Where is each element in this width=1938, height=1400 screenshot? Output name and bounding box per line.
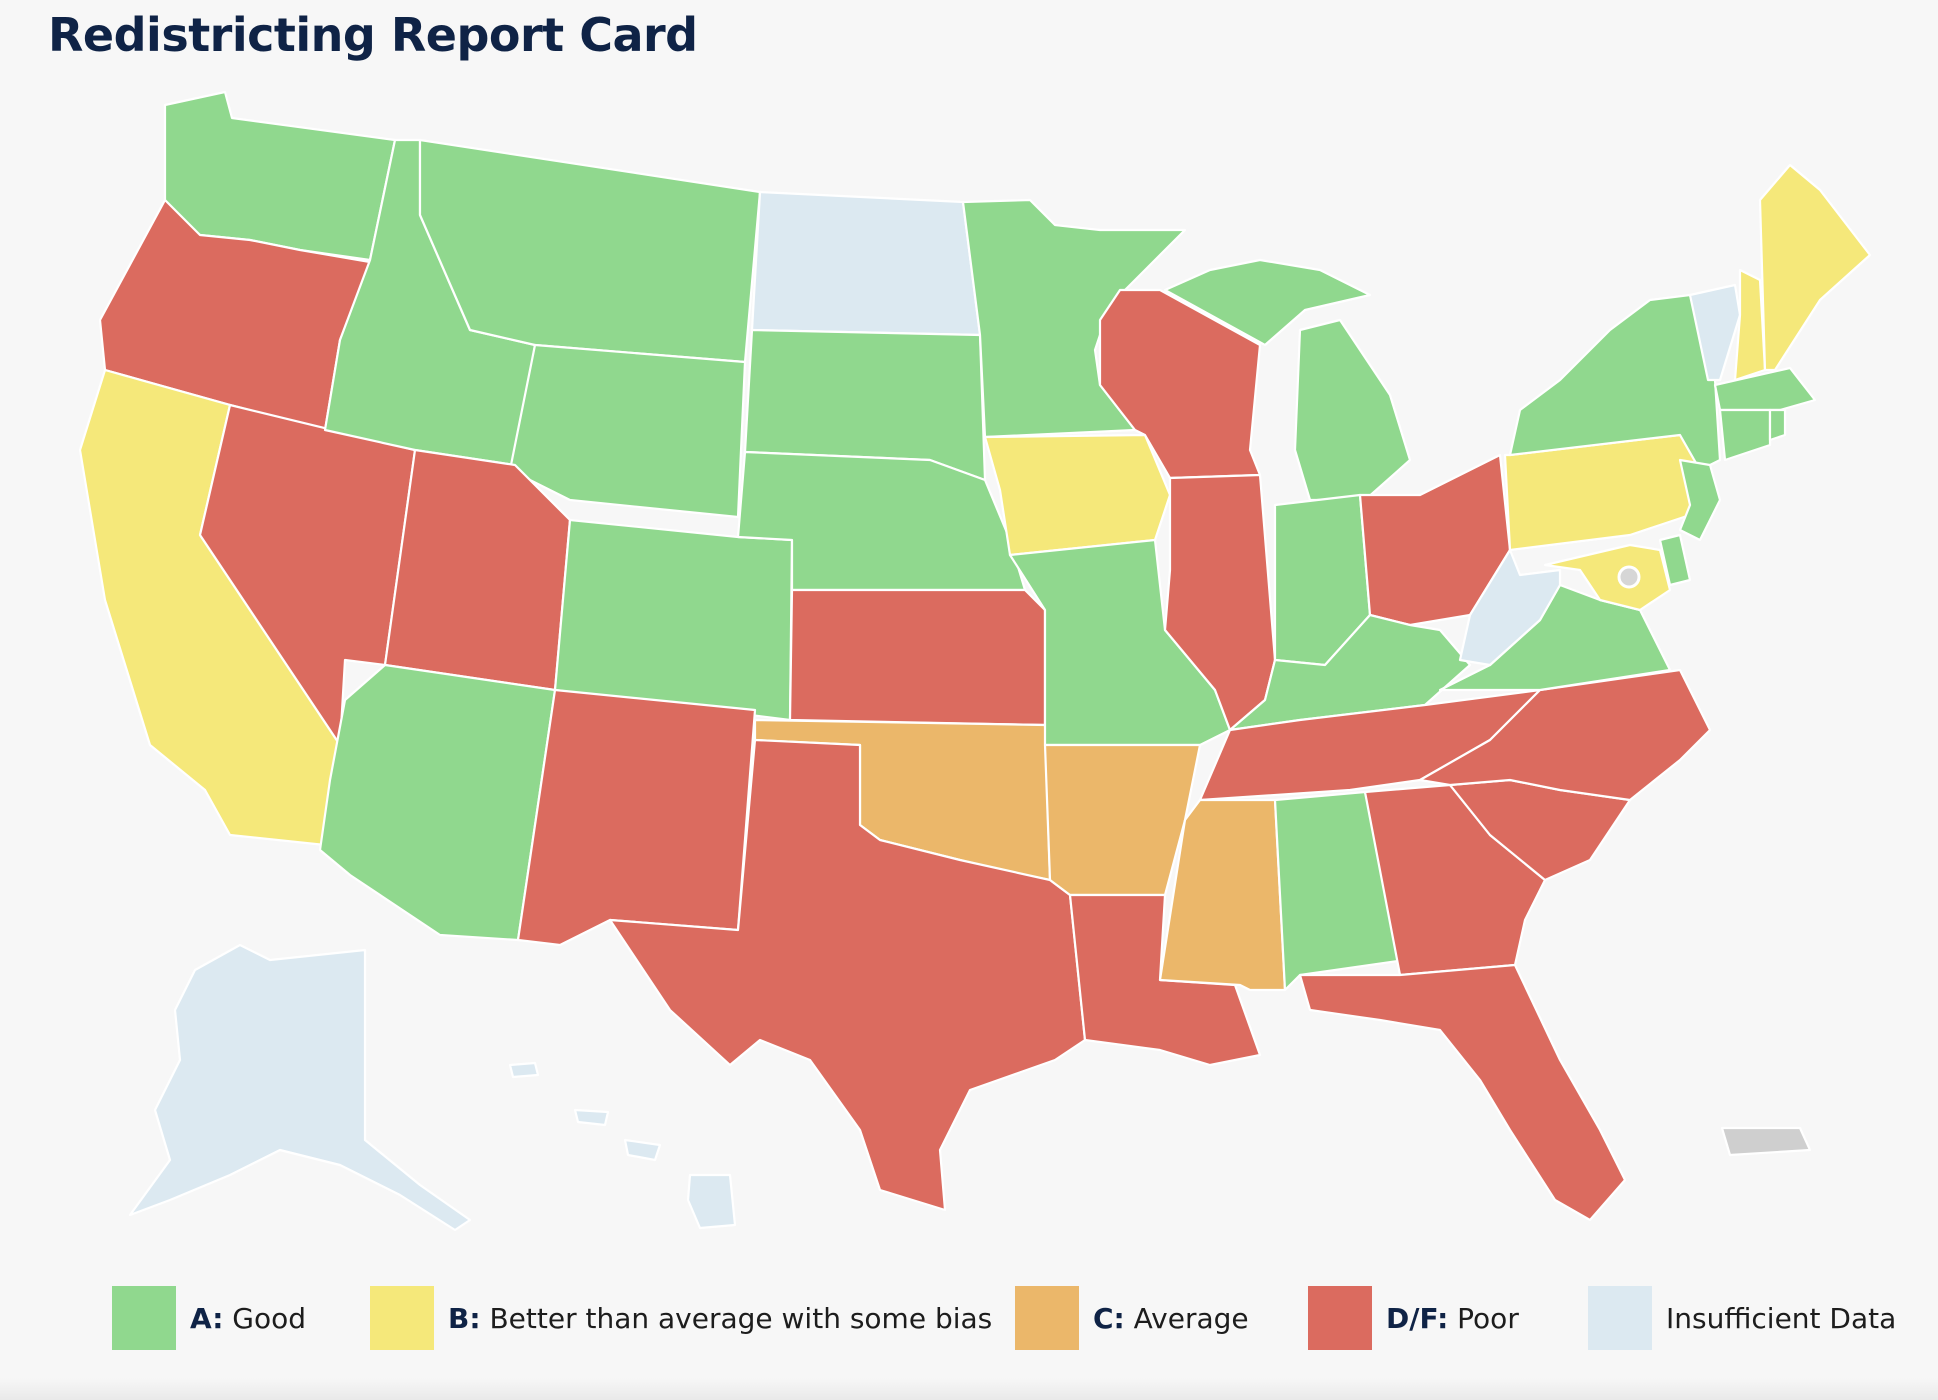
state-me[interactable] (1758, 163, 1872, 372)
legend-swatch (1588, 1286, 1652, 1350)
state-ny[interactable] (1508, 293, 1722, 472)
legend-item-insufficient: Insufficient Data (1588, 1285, 1896, 1351)
legend-label: B: Better than average with some bias (448, 1302, 992, 1335)
state-ri[interactable] (1768, 408, 1787, 442)
legend-label: A: Good (190, 1302, 306, 1335)
legend-swatch (1015, 1286, 1079, 1350)
state-co[interactable] (553, 518, 794, 722)
us-map (78, 90, 1872, 1232)
legend-description: Better than average with some bias (480, 1301, 993, 1335)
state-vt[interactable] (1688, 283, 1742, 382)
legend-label: D/F: Poor (1386, 1302, 1519, 1335)
legend-grade: A: (190, 1301, 224, 1335)
state-ct[interactable] (1718, 408, 1772, 462)
legend-item-a: A: Good (112, 1285, 306, 1351)
state-ma[interactable] (1713, 366, 1817, 412)
legend-item-c: C: Average (1015, 1285, 1249, 1351)
state-nj[interactable] (1678, 458, 1722, 542)
legend-swatch (370, 1286, 434, 1350)
state-de[interactable] (1658, 533, 1692, 587)
state-wv[interactable] (1458, 548, 1562, 667)
legend: A: Good B: Better than average with some … (0, 1285, 1938, 1365)
state-nd[interactable] (750, 190, 982, 337)
state-al[interactable] (1273, 790, 1407, 992)
state-ia[interactable] (983, 433, 1172, 557)
state-mi[interactable] (1163, 258, 1412, 502)
state-wy[interactable] (508, 343, 747, 519)
legend-label: C: Average (1093, 1302, 1249, 1335)
legend-description: Insufficient Data (1666, 1301, 1897, 1335)
state-dc[interactable] (1617, 565, 1641, 589)
state-nm[interactable] (516, 688, 757, 947)
footer-shadow (0, 1378, 1938, 1400)
legend-description: Good (223, 1301, 307, 1335)
state-az[interactable] (318, 663, 557, 942)
legend-swatch (112, 1286, 176, 1350)
state-la[interactable] (1068, 893, 1262, 1067)
state-md[interactable] (1543, 543, 1672, 612)
state-ks[interactable] (788, 588, 1047, 727)
legend-grade: B: (448, 1301, 481, 1335)
legend-grade: D/F: (1386, 1301, 1449, 1335)
state-nh[interactable] (1733, 268, 1767, 382)
legend-item-df: D/F: Poor (1308, 1285, 1519, 1351)
legend-label: Insufficient Data (1666, 1302, 1896, 1335)
state-mt[interactable] (418, 138, 762, 364)
state-tx[interactable] (608, 738, 1087, 1212)
state-hi[interactable] (508, 1061, 737, 1230)
page-title: Redistricting Report Card (48, 8, 698, 62)
state-fl[interactable] (1298, 963, 1627, 1222)
legend-grade: C: (1093, 1301, 1125, 1335)
legend-description: Poor (1448, 1301, 1519, 1335)
legend-description: Average (1124, 1301, 1249, 1335)
territory-pr[interactable] (1720, 1126, 1812, 1157)
state-nc[interactable] (1418, 668, 1712, 802)
legend-item-b: B: Better than average with some bias (370, 1285, 992, 1351)
legend-swatch (1308, 1286, 1372, 1350)
state-ak[interactable] (128, 943, 472, 1232)
